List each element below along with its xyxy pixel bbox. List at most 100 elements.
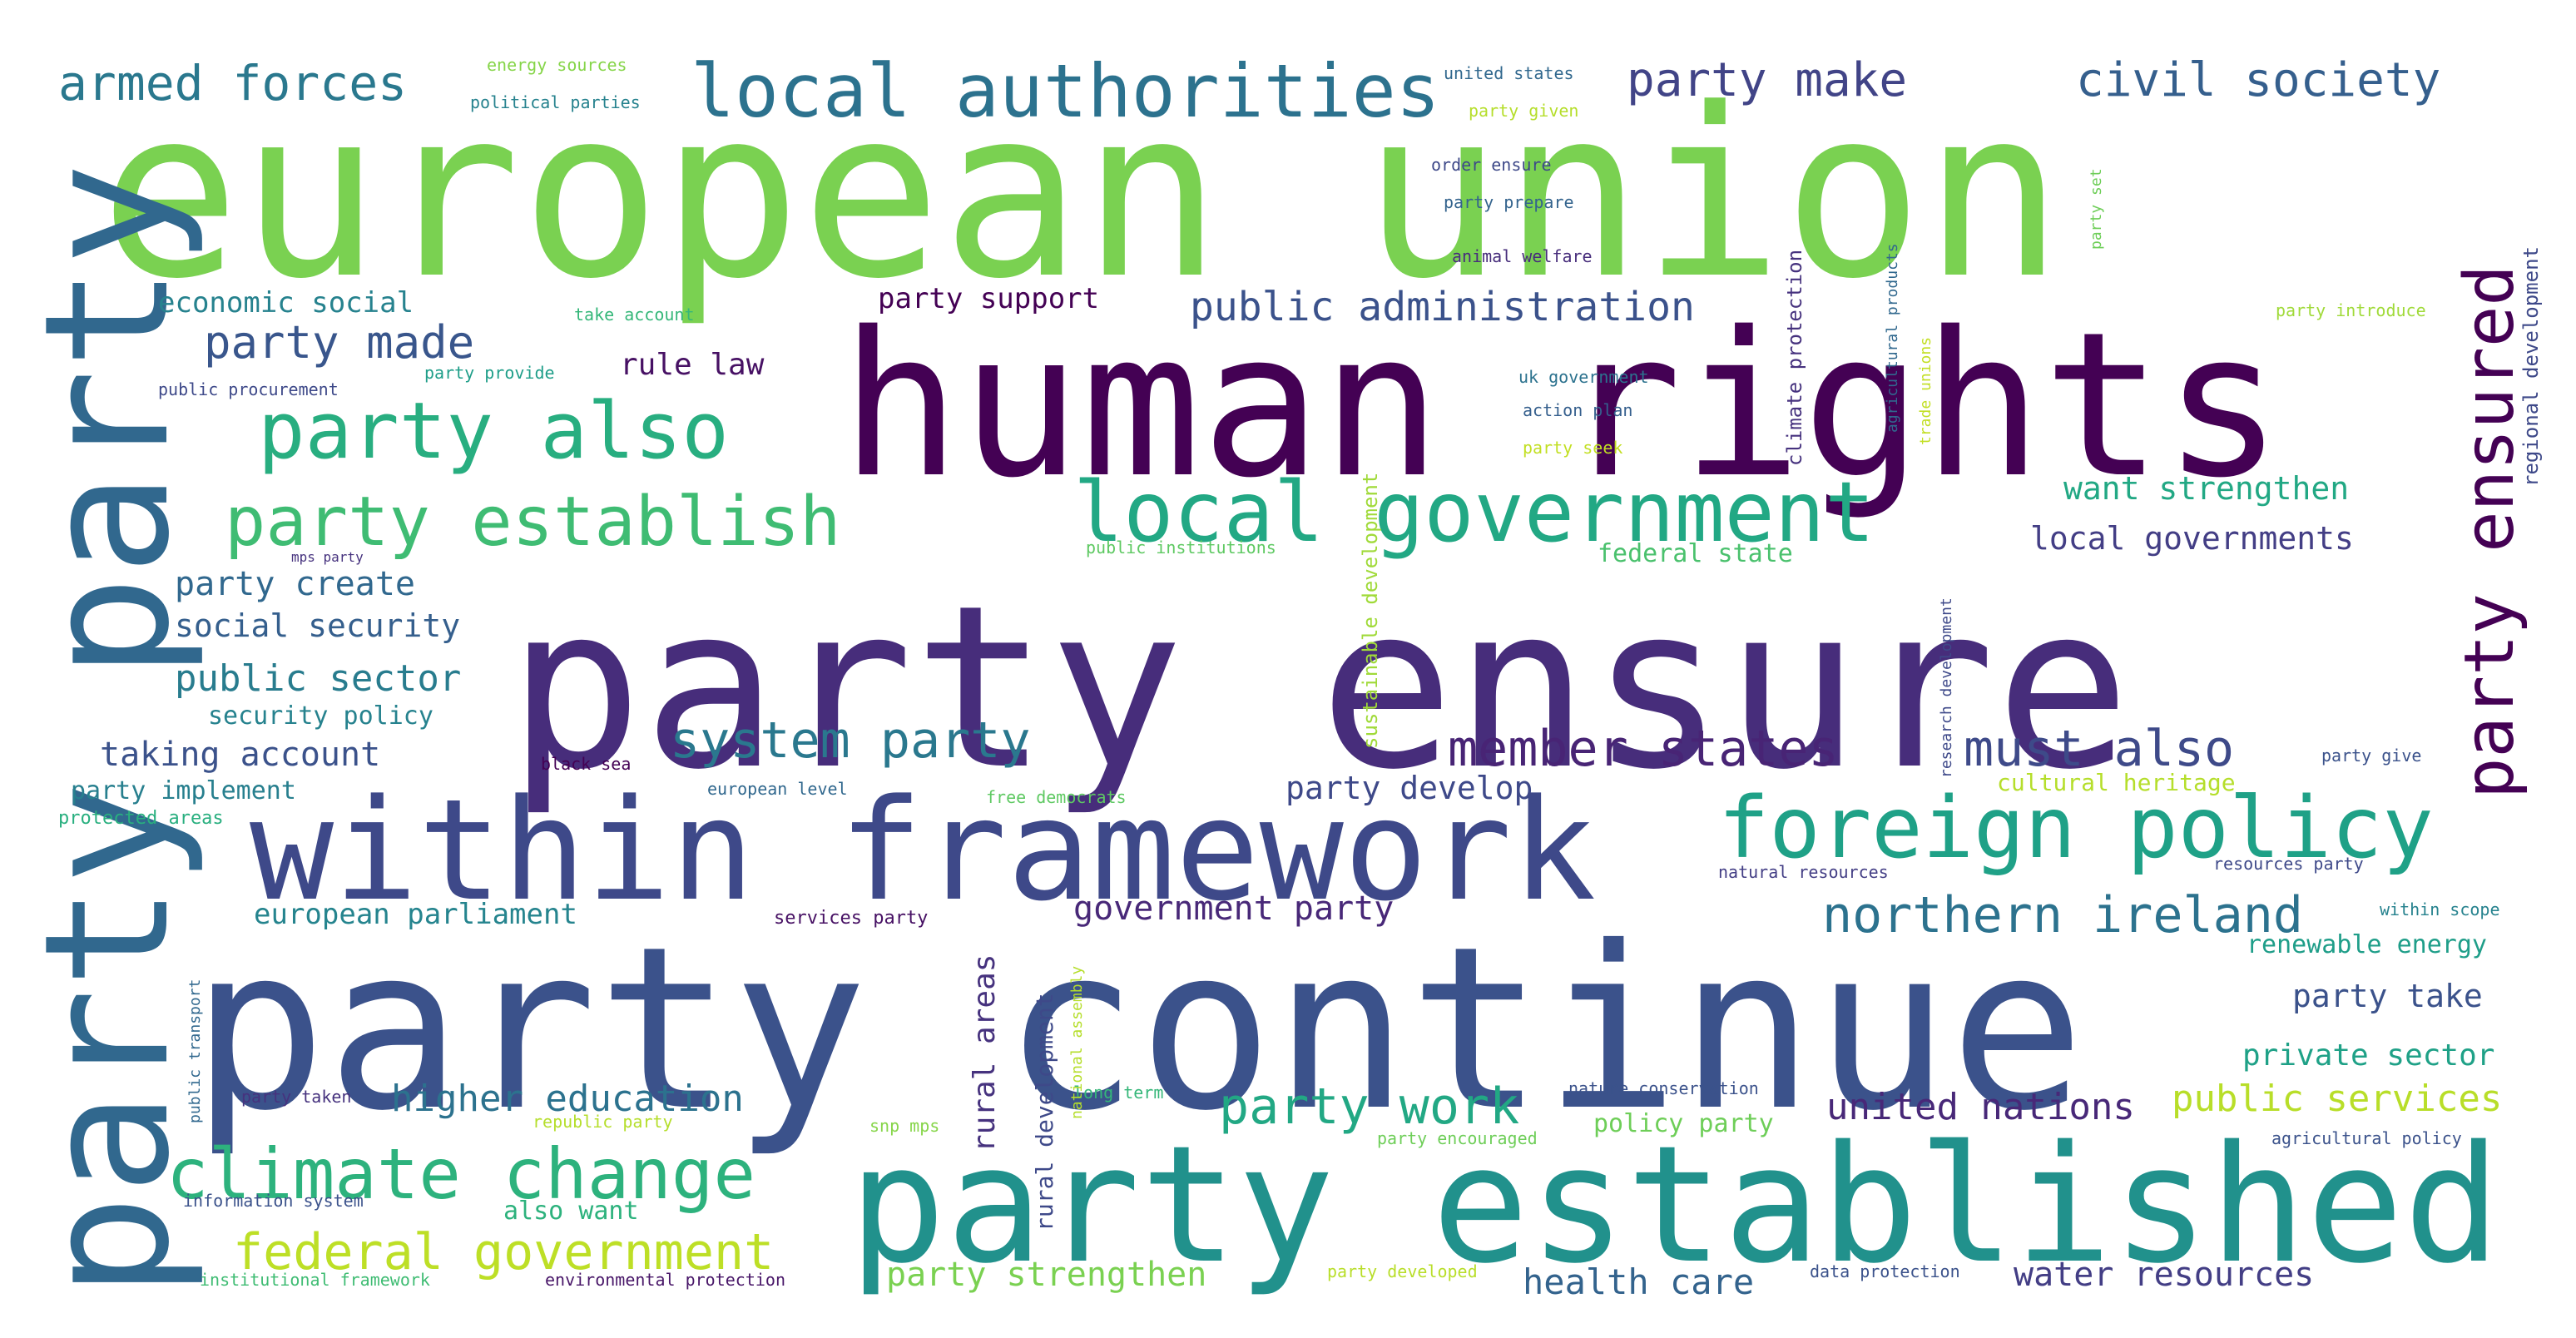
word-national-assembly: national assembly [1068, 966, 1086, 1119]
word-nature-conservation: nature conservation [1568, 1078, 1759, 1098]
word-sustainable-development: sustainable development [1359, 473, 1382, 749]
word-environmental-protection: environmental protection [545, 1270, 785, 1290]
word-party-party: party party [7, 163, 207, 1298]
word-party-continue: party continue [191, 898, 2085, 1160]
word-government-party: government party [1073, 890, 1394, 928]
word-higher-education: higher education [391, 1078, 744, 1120]
word-party-seek: party seek [1523, 438, 1622, 458]
word-public-procurement: public procurement [158, 379, 339, 399]
word-party-implement: party implement [71, 776, 296, 805]
word-party-work: party work [1219, 1078, 1519, 1136]
word-party-encouraged: party encouraged [1377, 1128, 1538, 1148]
word-party-make: party make [1627, 53, 1907, 107]
word-also-want: also want [503, 1197, 639, 1226]
word-party-made: party made [204, 316, 474, 369]
word-renewable-energy: renewable energy [2247, 930, 2487, 959]
word-want-strengthen: want strengthen [2063, 470, 2349, 507]
word-republic-party: republic party [533, 1112, 673, 1132]
word-taking-account: taking account [100, 736, 380, 774]
word-party-introduce: party introduce [2276, 300, 2426, 320]
word-agricultural-products: agricultural products [1884, 243, 1901, 433]
word-climate-protection: climate protection [1783, 250, 1806, 466]
word-must-also: must also [1964, 720, 2234, 778]
word-data-protection: data protection [1810, 1261, 1960, 1281]
word-climate-change: climate change [166, 1133, 755, 1215]
word-united-states: united states [1444, 63, 1574, 83]
word-action-plan: action plan [1523, 400, 1632, 420]
word-private-sector: private sector [2242, 1038, 2494, 1073]
word-within-framework: within framework [250, 769, 1596, 932]
word-federal-state: federal state [1598, 539, 1793, 568]
word-party-ensure: party ensure [508, 557, 2131, 819]
word-animal-welfare: animal welfare [1452, 246, 1593, 266]
word-uk-government: uk government [1518, 367, 1649, 387]
word-party-create: party create [175, 565, 415, 603]
word-information-system: information system [183, 1191, 364, 1211]
word-order-ensure: order ensure [1431, 155, 1552, 175]
word-party-take: party take [2292, 978, 2483, 1014]
word-protected-areas: protected areas [58, 808, 224, 829]
word-party-provide: party provide [424, 363, 555, 383]
word-security-policy: security policy [208, 701, 433, 731]
word-economic-social: economic social [158, 286, 414, 320]
word-resources-party: resources party [2213, 854, 2364, 874]
word-party-establish: party establish [225, 483, 841, 562]
word-party-develop: party develop [1286, 770, 1533, 806]
word-rural-development: rural development [1031, 993, 1058, 1231]
word-public-transport: public transport [186, 979, 204, 1123]
word-civil-society: civil society [2076, 53, 2440, 107]
word-long-term: long term [1073, 1083, 1163, 1103]
word-human-rights: human rights [840, 289, 2283, 522]
word-local-authorities: local authorities [691, 48, 1440, 134]
word-within-scope: within scope [2380, 899, 2500, 919]
word-federal-government: federal government [233, 1223, 774, 1281]
word-social-security: social security [175, 607, 460, 644]
word-institutional-framework: institutional framework [200, 1270, 430, 1290]
word-party-set: party set [2088, 168, 2105, 250]
word-take-account: take account [574, 305, 695, 325]
word-agricultural-policy: agricultural policy [2271, 1128, 2462, 1148]
word-european-level: european level [707, 779, 848, 799]
word-cultural-heritage: cultural heritage [1997, 769, 2236, 796]
word-party-prepare: party prepare [1444, 192, 1574, 212]
word-regional-development: regional development [2519, 246, 2543, 487]
word-local-governments: local governments [2030, 520, 2354, 557]
word-local-government: local government [1073, 463, 1875, 561]
word-party-given: party given [1469, 101, 1578, 121]
word-public-institutions: public institutions [1086, 538, 1276, 558]
word-party-also: party also [258, 386, 729, 477]
word-party-taken: party taken [241, 1087, 351, 1107]
word-policy-party: policy party [1593, 1109, 1774, 1138]
word-foreign-policy: foreign policy [1718, 779, 2434, 878]
word-party-strengthen: party strengthen [886, 1256, 1206, 1294]
word-system-party: system party [670, 711, 1030, 770]
word-water-resources: water resources [2014, 1256, 2314, 1294]
word-rural-areas: rural areas [968, 954, 1002, 1152]
word-european-parliament: european parliament [254, 898, 577, 931]
word-services-party: services party [774, 908, 928, 929]
word-trade-unions: trade unions [1917, 337, 1934, 445]
word-snp-mps: snp mps [869, 1116, 939, 1136]
word-european-union: european union [100, 59, 2063, 330]
word-armed-forces: armed forces [58, 55, 407, 112]
word-northern-ireland: northern ireland [1822, 886, 2303, 944]
word-rule-law: rule law [620, 348, 765, 382]
word-party-developed: party developed [1327, 1261, 1478, 1281]
word-party-give: party give [2321, 746, 2421, 766]
word-public-services: public services [2172, 1078, 2502, 1120]
word-public-sector: public sector [175, 657, 461, 700]
word-health-care: health care [1523, 1261, 1754, 1302]
word-united-nations: united nations [1826, 1086, 2135, 1128]
word-free-democrats: free democrats [986, 787, 1127, 807]
word-mps-party: mps party [291, 549, 364, 565]
word-party-ensured: party ensured [2450, 265, 2529, 799]
word-member-states: member states [1448, 720, 1839, 778]
word-political-parties: political parties [470, 92, 641, 112]
word-party-support: party support [878, 282, 1099, 315]
word-energy-sources: energy sources [487, 55, 627, 75]
word-natural-resources: natural resources [1718, 862, 1889, 882]
word-party-established: party established [849, 1111, 2501, 1299]
word-black-sea: black sea [541, 754, 631, 774]
word-research-development: research development [1938, 597, 1955, 778]
